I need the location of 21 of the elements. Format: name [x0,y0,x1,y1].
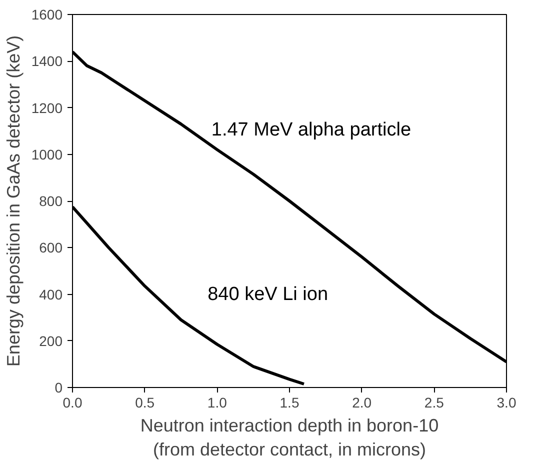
x-tick-label: 2.0 [352,394,372,410]
x-tick-label: 0.0 [62,394,82,410]
series-label: 840 keV Li ion [208,284,328,305]
y-tick-label: 1200 [31,100,63,116]
series-label: 1.47 MeV alpha particle [211,120,412,141]
x-tick-label: 1.5 [280,394,300,410]
line-series [72,205,306,386]
x-tick-label: 0.5 [135,394,155,410]
y-tick-label: 200 [39,332,63,349]
y-tick-label: 0 [54,380,63,396]
y-tick-label: 1400 [31,53,63,70]
y-tick-label: 600 [39,240,63,256]
x-axis-title: Neutron interaction depth in boron-10 (from detector contact, in microns) [140,416,439,460]
y-tick-label: 1000 [31,146,63,162]
y-axis-title: Energy deposition in GaAs detector (keV) [3,35,24,367]
y-tick-label: 1600 [31,6,63,22]
y-tick-label: 400 [39,286,63,302]
x-tick-label: 1.0 [207,394,228,410]
x-tick-label: 2.5 [424,394,444,410]
y-tick-label: 800 [39,193,63,209]
x-tick-label: 3.0 [496,394,516,410]
